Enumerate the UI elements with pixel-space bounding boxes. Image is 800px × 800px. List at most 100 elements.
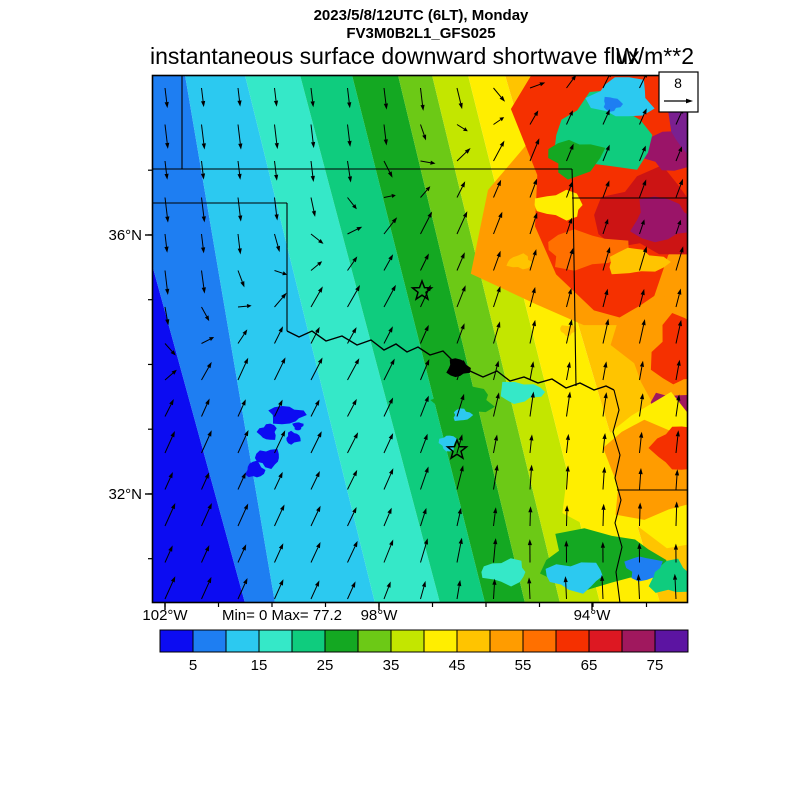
wind-vector-head (354, 358, 360, 365)
wind-vector-shaft (456, 216, 466, 235)
colorbar-tick-label: 45 (449, 657, 466, 674)
wind-vector-shaft (639, 437, 642, 454)
wind-vector (639, 76, 647, 89)
reference-vector-box: 8 (658, 71, 699, 113)
wind-vector-head (603, 392, 608, 399)
wind-vector-shaft (310, 436, 320, 454)
colorbar-cell (324, 629, 359, 653)
wind-vector-shaft (237, 404, 244, 417)
wind-vector-shaft (383, 259, 391, 271)
wind-vector-head (675, 430, 680, 437)
wind-vector-shaft (274, 124, 278, 144)
colorbar-cell (423, 629, 458, 653)
wind-vector (310, 471, 320, 490)
y-tick-label: 32°N (108, 486, 142, 503)
wind-vector-shaft (164, 233, 167, 247)
wind-vector-head (569, 247, 574, 255)
wind-vector-shaft (201, 435, 210, 454)
wind-vector-shaft (602, 294, 607, 308)
wind-vector (237, 329, 248, 344)
wind-vector-shaft (201, 403, 208, 417)
wind-vector-shaft (675, 325, 681, 344)
wind-vector-head (204, 472, 210, 479)
wind-vector-shaft (383, 544, 392, 563)
wind-vector-head (673, 573, 678, 580)
wind-vector-shaft (675, 251, 682, 271)
wind-vector-head (679, 246, 684, 253)
wind-vector (347, 507, 357, 527)
wind-vector (602, 144, 610, 162)
flux-band (300, 76, 485, 602)
wind-vector (273, 87, 279, 107)
wind-vector-head (498, 211, 503, 218)
wind-vector-head (601, 503, 606, 510)
wind-vector-head (237, 100, 242, 107)
wind-vector-head (640, 288, 645, 296)
wind-vector (639, 246, 647, 271)
wind-vector-shaft (310, 476, 318, 490)
wind-vector-head (237, 173, 242, 180)
wind-vector (420, 211, 433, 235)
wind-vector-shaft (639, 366, 643, 381)
flux-blob (256, 423, 277, 440)
wind-vector (527, 539, 532, 563)
flux-band (185, 76, 375, 602)
wind-vector-shaft (456, 151, 467, 162)
wind-vector-shaft (602, 149, 608, 162)
wind-vector (675, 319, 682, 344)
wind-vector (201, 233, 206, 254)
wind-vector-shaft (237, 508, 247, 527)
wind-vector-shaft (602, 398, 607, 417)
wind-vector-head (204, 315, 210, 322)
wind-vector-head (206, 361, 212, 369)
wind-vector-head (642, 108, 647, 115)
wind-vector-head (279, 579, 284, 586)
wind-vector-head (315, 399, 320, 406)
wind-vector-head (604, 218, 609, 225)
wind-vector-head (420, 104, 425, 111)
wind-vector-head (457, 507, 462, 515)
wind-vector-shaft (602, 509, 604, 527)
wind-vector-head (316, 505, 321, 512)
wind-vector (456, 359, 464, 381)
wind-vector (529, 319, 536, 344)
wind-vector (274, 160, 279, 181)
wind-vector (566, 288, 572, 308)
wind-vector (493, 464, 499, 490)
wind-vector (201, 87, 206, 108)
wind-vector (675, 146, 682, 162)
wind-vector-shaft (639, 508, 641, 527)
wind-vector-head (164, 246, 169, 253)
wind-vector-head (352, 256, 358, 263)
wind-vector-head (424, 466, 429, 473)
wind-vector (566, 181, 573, 198)
wind-vector-head (602, 466, 607, 473)
wind-vector-shaft (274, 160, 277, 175)
wind-vector (529, 249, 537, 271)
wind-vector-head (165, 319, 170, 326)
wind-vector (347, 197, 357, 210)
wind-vector-head (243, 578, 248, 585)
wind-vector-shaft (347, 586, 354, 600)
wind-vector (237, 472, 246, 490)
flux-band (352, 76, 525, 602)
x-tick-label: 94°W (574, 607, 612, 624)
wind-vector (310, 326, 320, 344)
wind-vector-head (352, 398, 357, 406)
wind-vector (164, 124, 170, 149)
colorbar-cell (555, 629, 590, 653)
wind-vector-shaft (529, 470, 532, 490)
wind-vector-head (458, 434, 463, 441)
wind-vector (201, 361, 212, 381)
wind-vector-shaft (456, 124, 465, 130)
wind-vector-shaft (237, 333, 245, 344)
wind-vector-head (460, 252, 465, 259)
map-frame (151, 74, 689, 604)
wind-vector-head (311, 141, 316, 149)
wind-vector-shaft (164, 343, 173, 352)
wind-vector (637, 502, 643, 527)
wind-vector-head (351, 327, 357, 334)
wind-vector-shaft (529, 114, 536, 125)
wind-vector (347, 87, 352, 109)
wind-vector-shaft (639, 76, 646, 89)
